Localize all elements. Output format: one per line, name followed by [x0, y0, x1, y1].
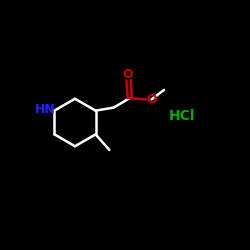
Text: HN: HN — [34, 103, 55, 116]
Text: O: O — [122, 68, 133, 81]
Text: O: O — [146, 93, 157, 106]
Text: HCl: HCl — [169, 109, 196, 123]
